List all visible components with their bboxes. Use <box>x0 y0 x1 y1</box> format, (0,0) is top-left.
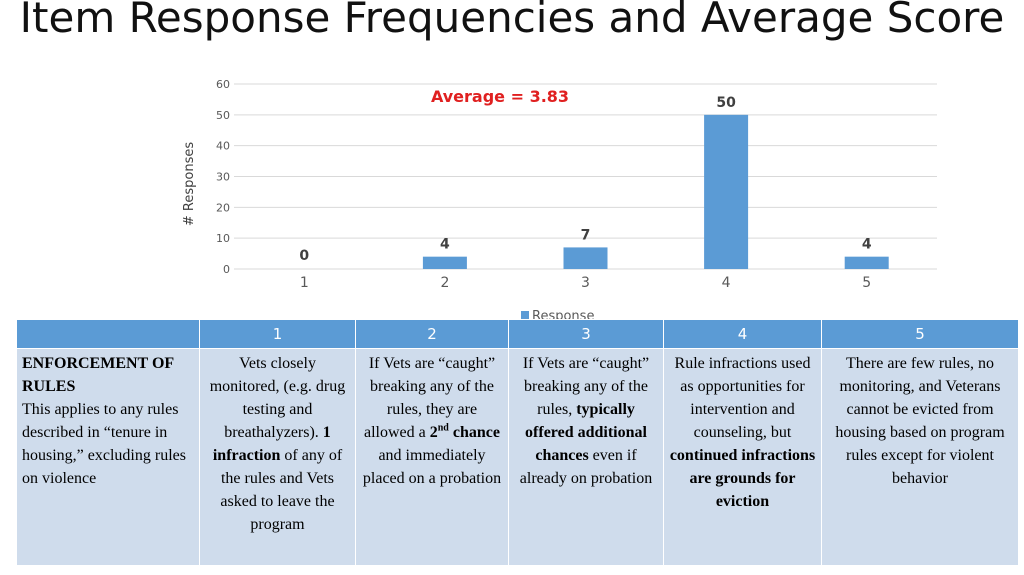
cell-text: There are few rules, no monitoring, and … <box>835 355 1005 487</box>
cell-bold-text: continued infractions are grounds for ev… <box>669 447 816 510</box>
row-title: ENFORCEMENT OF RULES <box>22 355 174 395</box>
slide-title: Item Response Frequencies and Average Sc… <box>19 0 1005 42</box>
cell-text: and immediately placed on a probation <box>362 447 502 487</box>
x-tick-label: 1 <box>300 275 309 291</box>
x-tick-label: 4 <box>722 275 731 291</box>
legend-entry: Response <box>532 309 594 320</box>
cell-score-1: Vets closely monitored, (e.g. drug testi… <box>199 348 356 566</box>
ordinal-suffix: nd <box>437 422 449 434</box>
cell-score-4: Rule infractions used as opportunities f… <box>663 348 822 566</box>
header-cell-1: 1 <box>199 319 356 349</box>
y-tick-label: 60 <box>216 78 230 91</box>
cell-score-2: If Vets are “caught” breaking any of the… <box>355 348 509 566</box>
gridlines <box>234 83 937 270</box>
data-label: 4 <box>440 237 450 253</box>
y-axis-ticks: 0 10 20 30 40 50 60 <box>216 78 230 276</box>
y-axis-label: # Responses <box>182 142 197 226</box>
y-tick-label: 0 <box>223 263 230 276</box>
y-tick-label: 40 <box>216 140 230 153</box>
data-label: 7 <box>581 227 591 243</box>
rubric-table: 1 2 3 4 5 ENFORCEMENT OF RULES This appl… <box>16 319 1019 566</box>
bar-chart: 0 10 20 30 40 50 60 0 4 7 50 4 1 2 3 4 5 # Responses A… <box>182 78 937 320</box>
y-tick-label: 10 <box>216 232 230 245</box>
row-header-cell: ENFORCEMENT OF RULES This applies to any… <box>16 348 200 566</box>
legend-swatch <box>521 311 529 319</box>
ordinal-number: 2 <box>429 424 438 441</box>
cell-text: Rule infractions used as opportunities f… <box>674 355 811 441</box>
x-tick-label: 3 <box>581 275 590 291</box>
bar <box>422 256 467 269</box>
cell-score-5: There are few rules, no monitoring, and … <box>821 348 1019 566</box>
cell-bold-text: 2nd chance <box>429 422 500 441</box>
y-tick-label: 50 <box>216 109 230 122</box>
x-tick-label: 2 <box>440 275 449 291</box>
cell-bold-text: typically offered additional chances <box>525 401 647 464</box>
header-cell-empty <box>16 319 200 349</box>
cell-score-3: If Vets are “caught” breaking any of the… <box>508 348 664 566</box>
table-row: ENFORCEMENT OF RULES This applies to any… <box>16 348 1019 566</box>
header-cell-5: 5 <box>821 319 1019 349</box>
header-cell-3: 3 <box>508 319 664 349</box>
data-label: 0 <box>299 248 309 264</box>
average-annotation: Average = 3.83 <box>431 87 569 106</box>
x-axis-ticks: 1 2 3 4 5 <box>300 275 871 291</box>
x-tick-label: 5 <box>862 275 871 291</box>
ordinal-word: chance <box>452 424 500 441</box>
y-tick-label: 20 <box>216 201 230 214</box>
y-tick-label: 30 <box>216 171 230 184</box>
table-header-row: 1 2 3 4 5 <box>16 319 1019 349</box>
cell-text: If Vets are “caught” breaking any of the… <box>364 355 496 441</box>
cell-text: of any of the rules and Vets asked to le… <box>220 447 343 533</box>
bars <box>422 114 889 269</box>
bar <box>563 247 608 269</box>
header-cell-4: 4 <box>663 319 822 349</box>
cell-bold-text: 1 infraction <box>212 424 331 464</box>
legend: Response <box>521 309 594 320</box>
cell-text: even if already on probation <box>519 447 653 487</box>
data-label: 4 <box>862 237 872 253</box>
row-description: This applies to any rules described in “… <box>22 401 186 487</box>
data-label: 50 <box>716 95 736 111</box>
bar <box>844 256 889 269</box>
cell-text: Vets closely monitored, (e.g. drug testi… <box>209 355 346 441</box>
cell-text: If Vets are “caught” breaking any of the… <box>522 355 650 418</box>
header-cell-2: 2 <box>355 319 509 349</box>
data-labels: 0 4 7 50 4 <box>299 95 871 264</box>
bar <box>704 114 749 269</box>
